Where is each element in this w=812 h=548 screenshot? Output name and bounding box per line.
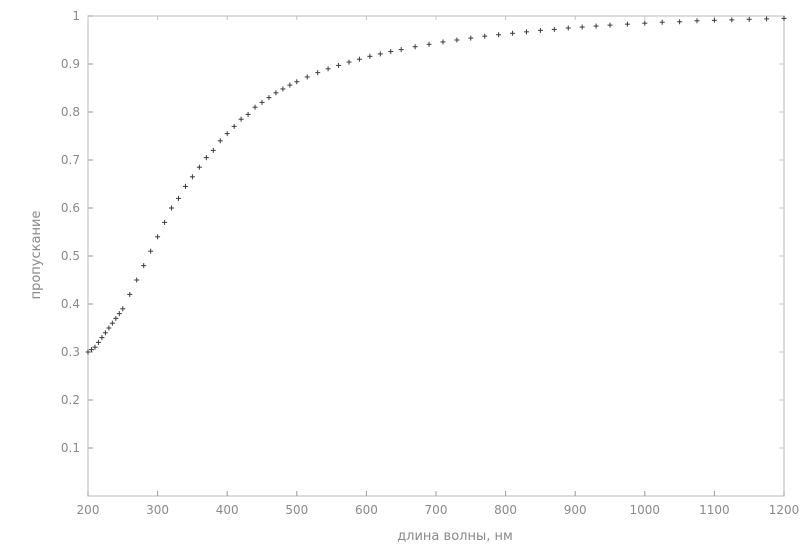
data-point <box>148 248 154 254</box>
data-point <box>412 44 418 50</box>
data-point <box>551 26 557 32</box>
data-point <box>280 86 286 92</box>
data-point <box>781 15 787 21</box>
data-point <box>210 147 216 153</box>
data-point <box>120 306 126 312</box>
data-series <box>85 15 787 355</box>
y-axis-label: пропускание <box>29 211 44 300</box>
y-tick-label: 1 <box>72 9 80 23</box>
data-point <box>565 25 571 31</box>
y-axis: 0.1 0.2 0.3 0.4 0.5 0.6 0.7 0.8 0.9 1 <box>61 9 784 455</box>
x-tick-label: 600 <box>355 503 378 517</box>
x-tick-label: 900 <box>564 503 587 517</box>
data-point <box>607 22 613 28</box>
data-point <box>231 123 237 129</box>
data-point <box>356 56 362 62</box>
data-point <box>482 33 488 39</box>
data-point <box>116 311 122 317</box>
x-axis: 200 300 400 500 600 700 800 900 1000 1100 1200 <box>77 16 800 517</box>
data-point <box>189 174 195 180</box>
data-point <box>273 90 279 96</box>
data-point <box>113 315 119 321</box>
y-tick-label: 0.3 <box>61 345 80 359</box>
x-tick-label: 300 <box>146 503 169 517</box>
x-tick-label: 700 <box>425 503 448 517</box>
data-point <box>388 49 394 55</box>
data-point <box>677 19 683 25</box>
data-point <box>224 131 230 137</box>
data-point <box>162 219 168 225</box>
data-point <box>426 41 432 47</box>
data-point <box>440 39 446 45</box>
data-point <box>134 277 140 283</box>
data-point <box>99 335 105 341</box>
data-point <box>141 263 147 269</box>
x-tick-label: 500 <box>285 503 308 517</box>
data-point <box>304 74 310 80</box>
data-point <box>729 17 735 23</box>
data-point <box>287 82 293 88</box>
data-point <box>95 339 101 345</box>
data-point <box>579 24 585 30</box>
data-point <box>624 21 630 27</box>
y-tick-label: 0.5 <box>61 249 80 263</box>
data-point <box>245 111 251 117</box>
data-point <box>377 51 383 57</box>
data-point <box>252 104 258 110</box>
data-point <box>182 183 188 189</box>
x-tick-label: 800 <box>494 503 517 517</box>
data-point <box>537 27 543 33</box>
data-point <box>711 17 717 23</box>
data-point <box>510 30 516 36</box>
y-tick-label: 0.9 <box>61 57 80 71</box>
data-point <box>102 330 108 336</box>
data-point <box>127 291 133 297</box>
data-point <box>106 325 112 331</box>
x-axis-label: длина волны, нм <box>397 529 513 544</box>
data-point <box>294 79 300 85</box>
data-point <box>196 164 202 170</box>
x-tick-label: 1000 <box>630 503 661 517</box>
data-point <box>454 37 460 43</box>
data-point <box>169 205 175 211</box>
data-point <box>523 29 529 35</box>
data-point <box>764 16 770 22</box>
data-point <box>496 32 502 38</box>
data-point <box>694 18 700 24</box>
y-tick-label: 0.7 <box>61 153 80 167</box>
data-point <box>468 35 474 41</box>
data-point <box>259 99 265 105</box>
data-point <box>266 95 272 101</box>
data-point <box>336 62 342 68</box>
data-point <box>659 19 665 25</box>
data-point <box>238 116 244 122</box>
y-tick-label: 0.1 <box>61 441 80 455</box>
y-tick-label: 0.2 <box>61 393 80 407</box>
x-tick-label: 200 <box>77 503 100 517</box>
data-point <box>367 53 373 59</box>
y-tick-label: 0.8 <box>61 105 80 119</box>
data-point <box>85 349 91 355</box>
data-point <box>109 320 115 326</box>
data-point <box>325 66 331 72</box>
x-tick-label: 400 <box>216 503 239 517</box>
data-point <box>398 47 404 53</box>
data-point <box>88 347 94 353</box>
data-point <box>346 59 352 65</box>
data-point <box>642 20 648 26</box>
x-tick-label: 1200 <box>769 503 800 517</box>
y-tick-label: 0.4 <box>61 297 80 311</box>
data-point <box>155 234 161 240</box>
data-point <box>92 344 98 350</box>
data-point <box>175 195 181 201</box>
data-point <box>746 16 752 22</box>
y-tick-label: 0.6 <box>61 201 80 215</box>
x-tick-label: 1100 <box>699 503 730 517</box>
data-point <box>593 23 599 29</box>
data-point <box>217 138 223 144</box>
data-point <box>315 70 321 76</box>
data-point <box>203 155 209 161</box>
